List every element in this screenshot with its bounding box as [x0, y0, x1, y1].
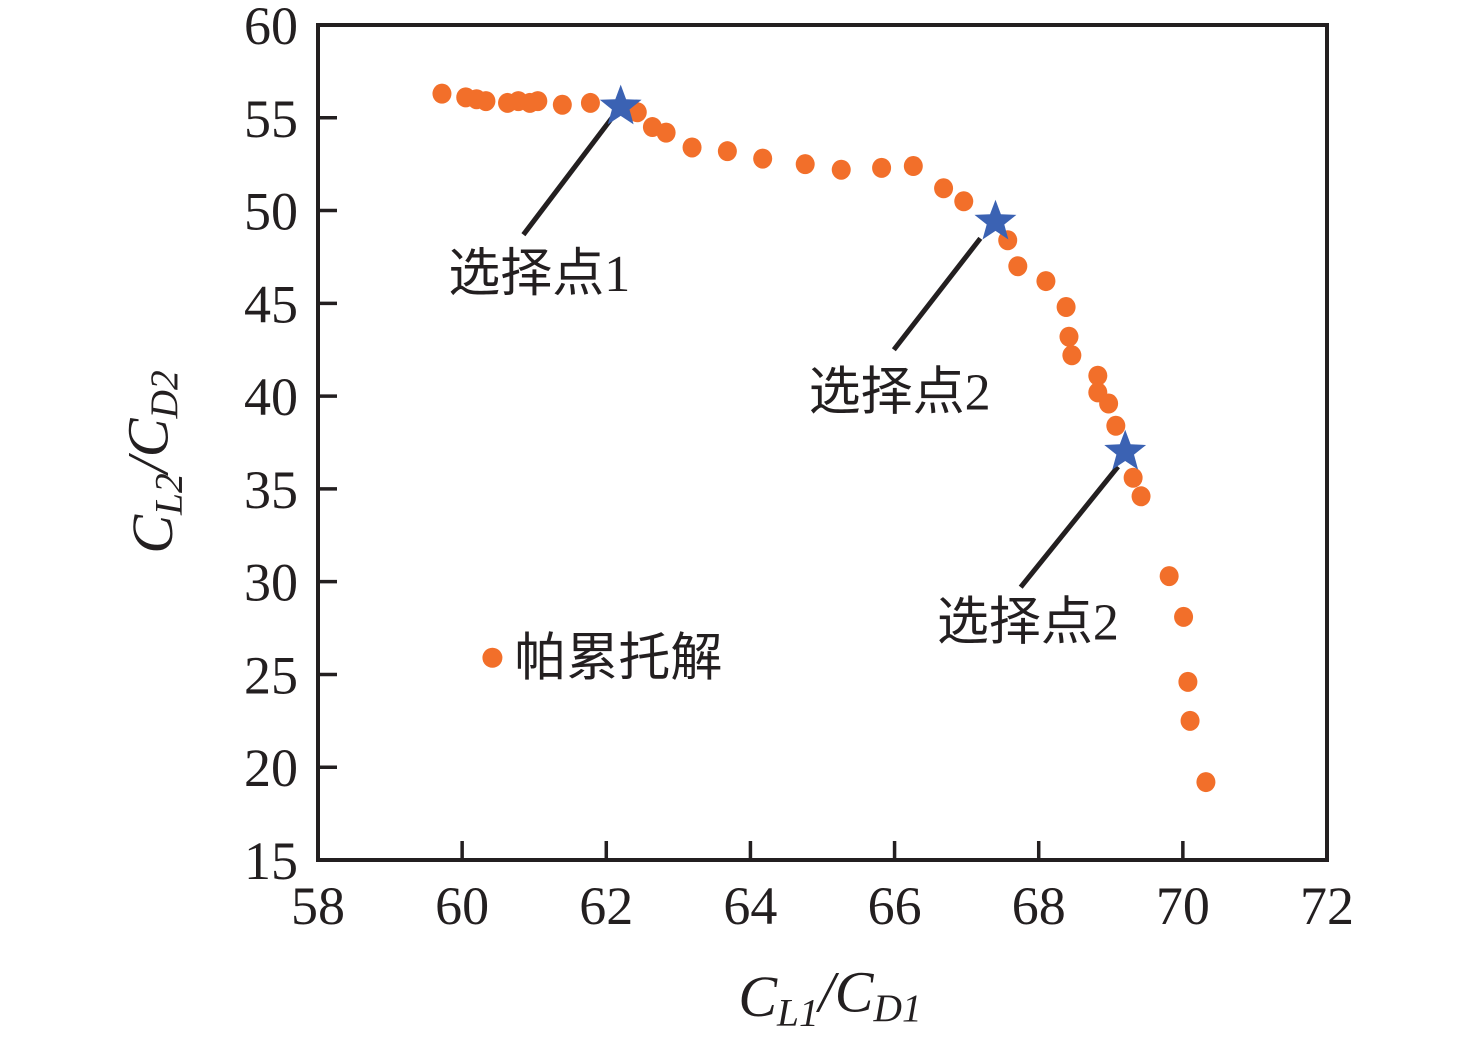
x-tick-label: 60 [435, 876, 489, 936]
y-tick-label: 60 [244, 0, 298, 56]
pareto-point [580, 92, 600, 113]
pareto-point [1174, 606, 1194, 627]
pareto-point [1180, 710, 1200, 731]
y-axis-ticks [320, 116, 337, 769]
pareto-point [795, 154, 815, 175]
x-tick-label: 70 [1156, 876, 1210, 936]
pareto-point [1131, 486, 1151, 507]
x-axis-label: CL1/CD1 [738, 960, 921, 1035]
axis-label-subscript: L1 [776, 990, 819, 1034]
x-tick-label: 72 [1300, 876, 1354, 936]
x-tick-label: 68 [1012, 876, 1066, 936]
annotation-leader-lines [521, 116, 1120, 589]
pareto-point [1008, 256, 1028, 277]
pareto-point [1106, 415, 1126, 436]
pareto-point [476, 91, 496, 112]
annotation-label: 选择点2 [937, 595, 1119, 652]
pareto-point [1059, 326, 1079, 347]
pareto-point [753, 148, 773, 169]
axis-label-segment: C [120, 514, 185, 554]
axis-label-segment: C [116, 417, 181, 457]
annotation-labels: 选择点1 选择点2 选择点2 [448, 246, 1119, 652]
pareto-points-series [432, 83, 1216, 793]
x-tick-label: 66 [868, 876, 922, 936]
x-axis-tick-labels: 58 60 62 64 66 68 70 72 [291, 876, 1354, 936]
axis-label-segment: C [738, 964, 778, 1029]
annotation-leader-line [891, 236, 983, 352]
pareto-point [1099, 393, 1119, 414]
selected-point-star [599, 84, 642, 125]
pareto-point [1036, 271, 1056, 292]
y-tick-label: 15 [244, 831, 298, 891]
y-tick-label: 55 [244, 89, 298, 149]
pareto-point [627, 102, 647, 123]
axis-label-subscript: D1 [872, 986, 921, 1030]
annotation-label: 选择点2 [809, 365, 991, 422]
y-tick-label: 50 [244, 182, 298, 242]
pareto-point [872, 157, 892, 178]
pareto-point [1123, 467, 1143, 488]
y-tick-label: 25 [244, 645, 298, 705]
axis-label-subscript: D2 [142, 370, 186, 419]
x-tick-label: 58 [291, 876, 345, 936]
x-tick-label: 62 [579, 876, 633, 936]
pareto-point [552, 94, 572, 115]
pareto-point [1178, 671, 1198, 692]
axis-label-segment: C [835, 960, 875, 1025]
selected-point-star [1104, 429, 1147, 470]
pareto-point [934, 178, 954, 199]
y-tick-label: 35 [244, 460, 298, 520]
pareto-point [682, 137, 702, 158]
x-axis-ticks [460, 841, 1185, 858]
pareto-point [1159, 566, 1179, 587]
pareto-point [656, 122, 676, 143]
pareto-point [903, 156, 923, 177]
pareto-point [954, 191, 974, 212]
pareto-point [1062, 345, 1082, 366]
pareto-point [1196, 772, 1216, 793]
pareto-point [831, 159, 851, 180]
legend-label: 帕累托解 [514, 631, 722, 688]
pareto-point [1088, 365, 1108, 386]
selected-point-star [974, 199, 1017, 240]
y-tick-label: 45 [244, 274, 298, 334]
y-tick-label: 40 [244, 367, 298, 427]
selected-points-series [599, 84, 1147, 470]
pareto-point [432, 83, 452, 104]
pareto-point [1056, 297, 1076, 318]
pareto-point [717, 141, 737, 162]
plot-frame [316, 23, 1329, 862]
annotation-label: 选择点1 [448, 246, 630, 303]
y-tick-label: 20 [244, 738, 298, 798]
pareto-point [528, 91, 548, 112]
x-tick-label: 64 [723, 876, 777, 936]
legend-marker-dot [482, 647, 503, 668]
y-tick-label: 30 [244, 553, 298, 613]
legend: 帕累托解 [482, 631, 722, 688]
y-axis-label: CL2/CD2 [116, 370, 191, 553]
annotation-leader-line [521, 116, 615, 237]
axis-label-subscript: L2 [146, 473, 190, 516]
y-axis-tick-labels: 15 20 25 30 35 40 45 50 55 60 [244, 0, 298, 891]
annotation-leader-line [1018, 465, 1120, 589]
